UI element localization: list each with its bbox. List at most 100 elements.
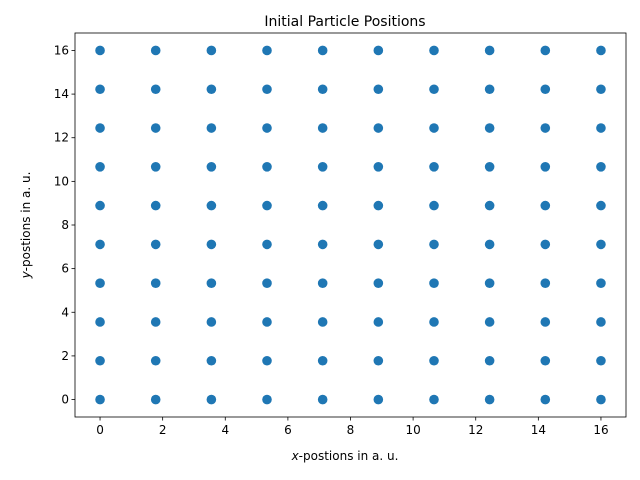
data-point (95, 200, 105, 211)
data-point (206, 239, 217, 250)
data-point (150, 317, 161, 327)
data-points (95, 45, 606, 405)
data-point (206, 394, 217, 405)
data-point (540, 45, 551, 56)
data-point (317, 84, 328, 95)
data-point (262, 239, 272, 250)
data-point (262, 84, 272, 95)
x-tick-label: 12 (468, 423, 483, 437)
data-point (262, 45, 272, 56)
data-point (484, 45, 495, 56)
y-axis-label: y-postions in a. u. (19, 172, 33, 280)
data-point (484, 394, 495, 405)
data-point (596, 278, 606, 288)
data-point (150, 239, 161, 250)
data-point (262, 162, 272, 172)
data-point (206, 278, 217, 288)
data-point (540, 123, 551, 133)
data-point (540, 317, 551, 327)
data-point (429, 84, 439, 95)
data-point (596, 45, 606, 56)
data-point (596, 317, 606, 327)
y-tick-label: 6 (61, 262, 69, 276)
data-point (373, 355, 384, 366)
x-tick-label: 6 (284, 423, 292, 437)
y-tick-label: 8 (61, 218, 69, 232)
data-point (540, 84, 551, 95)
data-point (150, 394, 161, 405)
data-point (596, 239, 606, 250)
data-point (373, 162, 384, 172)
data-point (596, 84, 606, 95)
x-tick-label: 16 (593, 423, 608, 437)
data-point (206, 162, 217, 172)
data-point (317, 239, 328, 250)
data-point (95, 239, 105, 250)
data-point (150, 45, 161, 56)
data-point (373, 200, 384, 211)
x-tick-label: 8 (347, 423, 355, 437)
x-tick-label: 2 (159, 423, 167, 437)
data-point (540, 162, 551, 172)
data-point (540, 239, 551, 250)
data-point (95, 317, 105, 327)
data-point (484, 200, 495, 211)
data-point (206, 45, 217, 56)
data-point (150, 123, 161, 133)
data-point (429, 278, 439, 288)
data-point (373, 278, 384, 288)
data-point (540, 200, 551, 211)
data-point (596, 355, 606, 366)
y-tick-label: 4 (61, 305, 69, 319)
data-point (206, 317, 217, 327)
data-point (95, 394, 105, 405)
data-point (95, 84, 105, 95)
data-point (150, 278, 161, 288)
data-point (484, 317, 495, 327)
data-point (206, 355, 217, 366)
data-point (95, 278, 105, 288)
data-point (95, 123, 105, 133)
data-point (317, 278, 328, 288)
data-point (540, 278, 551, 288)
data-point (484, 162, 495, 172)
data-point (262, 317, 272, 327)
data-point (317, 45, 328, 56)
x-tick-label: 4 (221, 423, 229, 437)
data-point (373, 394, 384, 405)
data-point (150, 200, 161, 211)
y-tick-label: 2 (61, 349, 69, 363)
data-point (150, 84, 161, 95)
data-point (429, 317, 439, 327)
data-point (373, 317, 384, 327)
data-point (484, 123, 495, 133)
data-point (150, 162, 161, 172)
data-point (95, 162, 105, 172)
data-point (95, 45, 105, 56)
data-point (373, 84, 384, 95)
data-point (429, 123, 439, 133)
data-point (484, 239, 495, 250)
data-point (317, 394, 328, 405)
data-point (206, 123, 217, 133)
data-point (150, 355, 161, 366)
data-point (262, 394, 272, 405)
data-point (317, 162, 328, 172)
data-point (596, 123, 606, 133)
y-tick-label: 12 (54, 131, 69, 145)
data-point (373, 45, 384, 56)
y-axis-ticks: 0 2 4 6 8 10 12 14 16 (54, 43, 75, 407)
data-point (262, 355, 272, 366)
y-tick-label: 16 (54, 43, 69, 57)
y-tick-label: 10 (54, 174, 69, 188)
data-point (484, 355, 495, 366)
y-tick-label: 14 (54, 87, 69, 101)
data-point (429, 45, 439, 56)
data-point (429, 239, 439, 250)
data-point (373, 123, 384, 133)
data-point (596, 200, 606, 211)
data-point (317, 355, 328, 366)
data-point (262, 123, 272, 133)
data-point (317, 317, 328, 327)
